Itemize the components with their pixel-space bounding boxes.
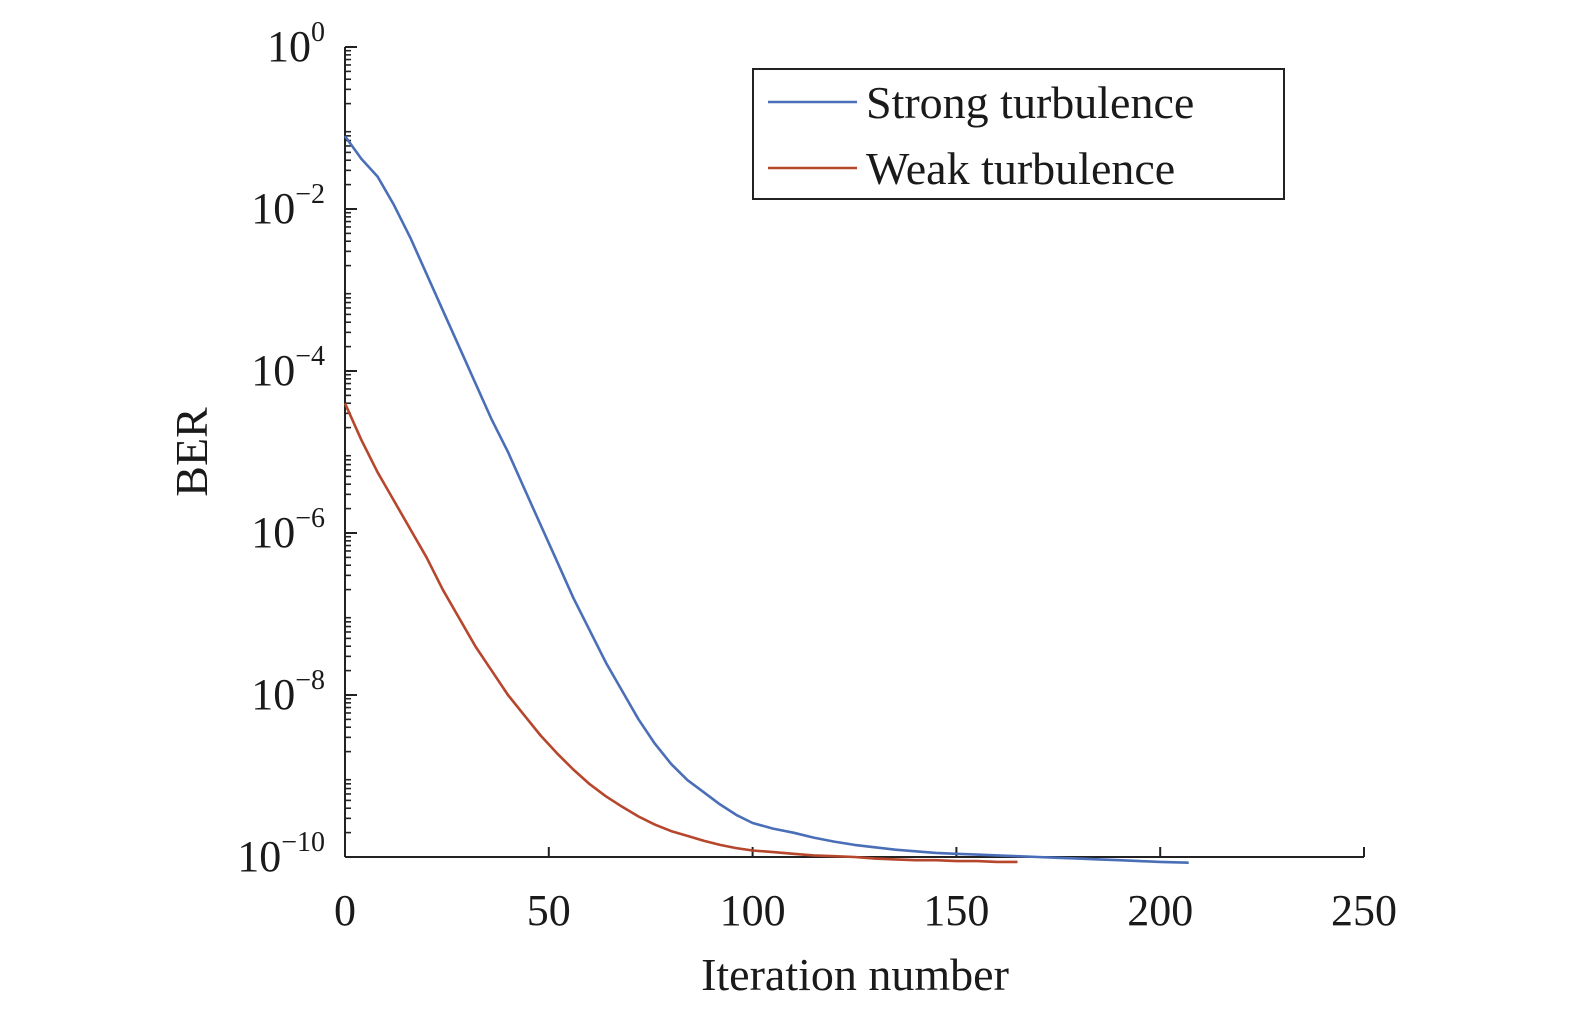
x-tick-label: 150 xyxy=(923,886,989,935)
series-line-strong-turbulence xyxy=(343,135,1189,864)
x-tick-label: 50 xyxy=(527,886,571,935)
y-tick-label: 100 xyxy=(267,17,325,71)
x-tick-label: 250 xyxy=(1331,886,1397,935)
legend-label: Weak turbulence xyxy=(866,143,1175,194)
y-tick-label: 10−4 xyxy=(251,341,325,395)
series-line-weak-turbulence xyxy=(343,402,1018,864)
x-tick-label: 0 xyxy=(334,886,356,935)
axes: 0 50 100 150 200 250 100 10−2 10−4 10−6 10−8 10−10 xyxy=(237,17,1397,935)
x-tick-label: 100 xyxy=(720,886,786,935)
series-lines xyxy=(343,135,1189,864)
legend: Strong turbulence Weak turbulence xyxy=(752,68,1285,200)
legend-box xyxy=(752,68,1285,200)
x-tick-label: 200 xyxy=(1127,886,1193,935)
legend-label: Strong turbulence xyxy=(866,77,1194,128)
y-tick-label: 10−2 xyxy=(251,179,325,233)
y-tick-label: 10−6 xyxy=(251,503,325,557)
y-tick-label: 10−10 xyxy=(237,827,325,881)
y-axis-label: BER xyxy=(166,407,217,497)
y-tick-label: 10−8 xyxy=(251,665,325,719)
x-axis-label: Iteration number xyxy=(701,949,1009,1000)
